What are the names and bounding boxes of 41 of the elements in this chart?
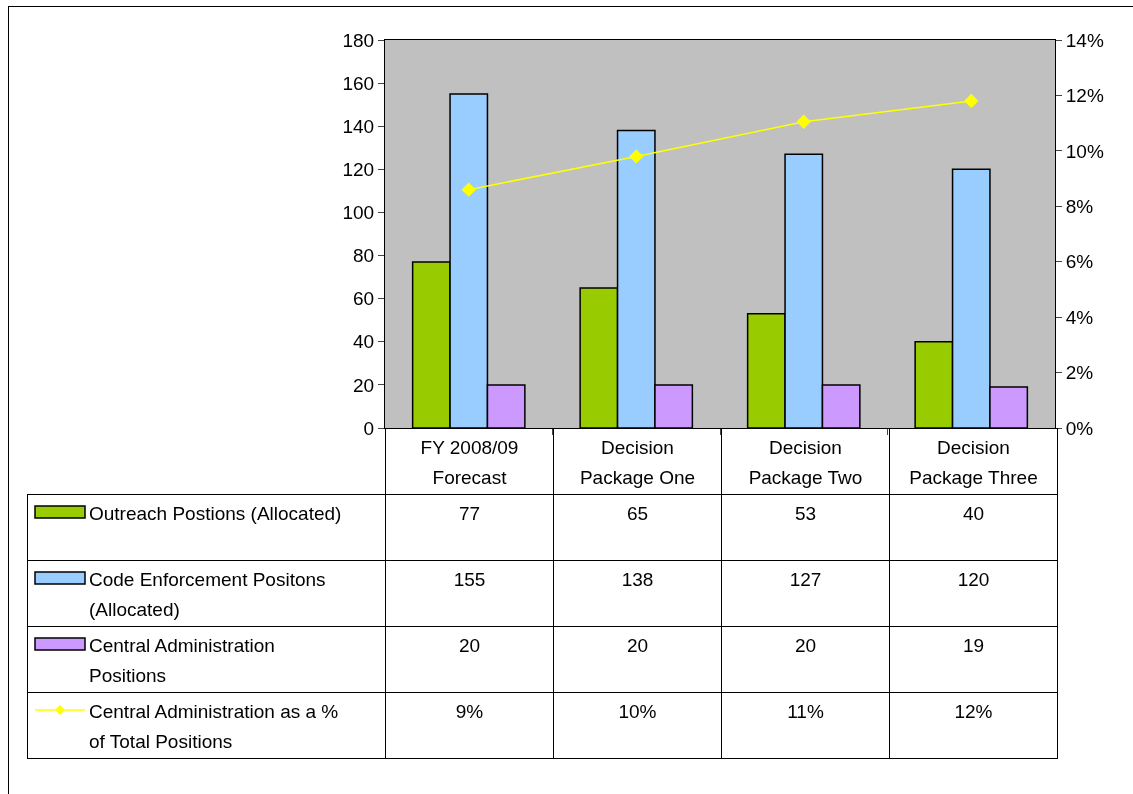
x-tick-label: Decision Package Two (747, 436, 864, 490)
legend-label: Code Enforcement Positons (Allocated) (89, 568, 327, 622)
y2-tick-label: 0% (1065, 417, 1094, 439)
y2-tick-label: 14% (1065, 29, 1104, 51)
y2-tick-label: 10% (1065, 140, 1104, 162)
legend-label: Outreach Postions (Allocated) (89, 502, 343, 526)
data-label: 9% (385, 692, 554, 759)
y-tick-label: 0 (363, 417, 375, 439)
data-label: 19 (889, 626, 1058, 693)
data-label: 40 (889, 494, 1058, 561)
data-label: 120 (889, 560, 1058, 627)
data-label: 127 (721, 560, 890, 627)
data-label: 138 (553, 560, 722, 627)
y2-tick-label: 6% (1065, 251, 1094, 273)
y-tick-label: 20 (353, 374, 375, 396)
x-tick-label: Decision Package One (578, 436, 697, 490)
legend-label: Central Administration as a % of Total Positions (89, 700, 340, 754)
y2-tick-label: 4% (1065, 306, 1094, 328)
y-tick-label: 120 (342, 158, 375, 180)
data-label: 77 (385, 494, 554, 561)
y-tick-label: 140 (342, 115, 375, 137)
data-label: 53 (721, 494, 890, 561)
y2-tick-label: 12% (1065, 85, 1104, 107)
y2-tick-label: 2% (1065, 362, 1094, 384)
y-tick-label: 160 (342, 72, 375, 94)
y-tick-label: 180 (342, 29, 375, 51)
x-tick-label: FY 2008/09 Forecast (419, 436, 520, 490)
y-tick-label: 100 (342, 202, 375, 224)
data-label: 65 (553, 494, 722, 561)
x-tick-label: Decision Package Three (908, 436, 1039, 490)
data-label: 20 (553, 626, 722, 693)
y-tick-label: 60 (353, 288, 375, 310)
y-tick-label: 80 (353, 245, 375, 267)
legend-label: Central Administration Positions (89, 634, 276, 688)
data-label: 12% (889, 692, 1058, 759)
data-label: 10% (553, 692, 722, 759)
data-label: 155 (385, 560, 554, 627)
data-label: 20 (721, 626, 890, 693)
data-label: 11% (721, 692, 890, 759)
y2-tick-label: 8% (1065, 195, 1094, 217)
y-tick-label: 40 (353, 331, 375, 353)
